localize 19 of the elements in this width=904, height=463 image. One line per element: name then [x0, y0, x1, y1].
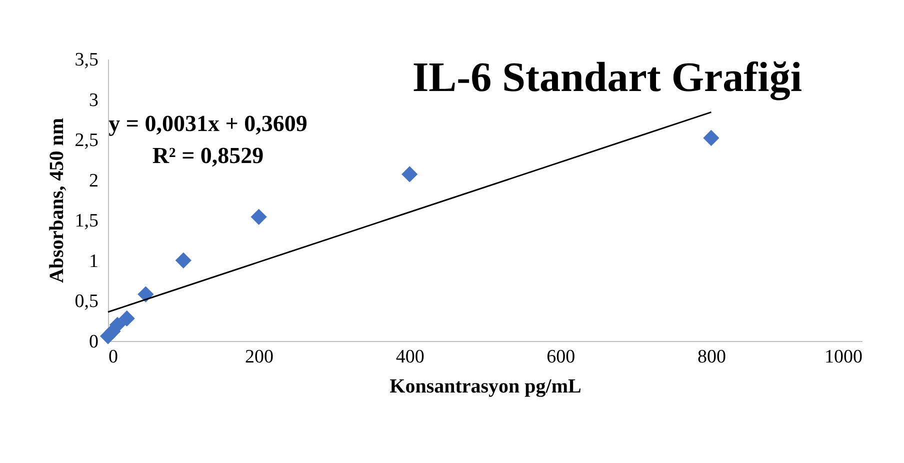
y-tick-label: 2 [89, 170, 98, 192]
y-tick-label: 1 [89, 250, 98, 272]
x-axis-title: Konsantrasyon pg/mL [390, 376, 582, 398]
y-tick-label: 2,5 [74, 130, 98, 152]
y-tick-label: 0 [89, 332, 98, 352]
y-tick-label: 1,5 [74, 210, 98, 232]
y-axis-title: Absorbans, 450 nm [46, 118, 68, 284]
y-tick-label: 3,5 [74, 50, 98, 70]
annotation: R² = 0,8529 [152, 143, 264, 168]
chart-title: IL-6 Standart Grafiği [412, 55, 802, 101]
y-tick-label: 0,5 [74, 291, 98, 312]
x-tick-label: 1000 [824, 346, 862, 368]
x-tick-label: 400 [396, 346, 424, 368]
x-tick-label: 600 [546, 346, 576, 368]
y-tick-label: 3 [89, 90, 98, 111]
x-tick-label: 0 [108, 346, 118, 368]
x-tick-label: 200 [245, 346, 274, 368]
annotation: y = 0,0031x + 0,3609 [108, 111, 308, 136]
x-tick-label: 800 [697, 346, 726, 368]
